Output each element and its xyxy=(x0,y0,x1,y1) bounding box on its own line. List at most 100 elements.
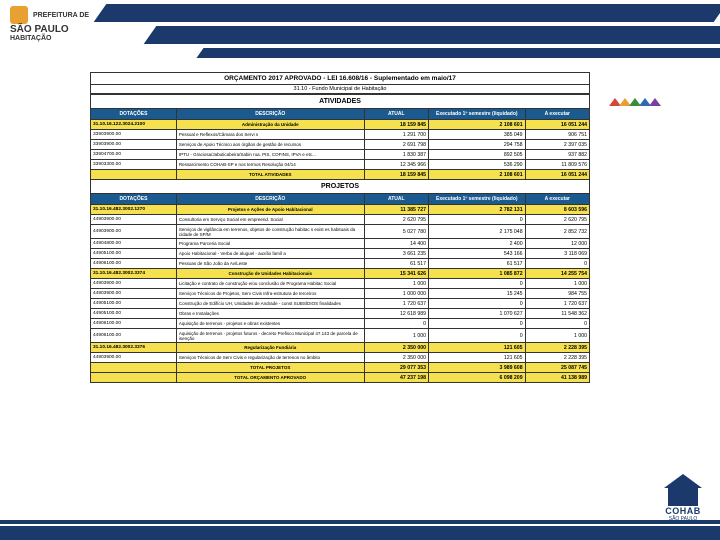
col-descricao2: DESCRIÇÃO xyxy=(176,194,364,205)
row-exec: 61 517 xyxy=(429,259,526,269)
table-row: 44905100.00Construção de Edifício UH, Un… xyxy=(91,299,590,309)
g2-aexe: 14 255 754 xyxy=(525,269,589,279)
row-desc: Pessoas de São João da Av/Leste xyxy=(176,259,364,269)
table-row: 33903900.00Pessoal e Reflexos/Câmara dos… xyxy=(91,130,590,140)
row-desc: Serviços de Apoio Técnico aos órgãos de … xyxy=(176,140,364,150)
row-desc: Serviços de vigilância em terrenos, obje… xyxy=(176,225,364,239)
table-row: 44903900.00Consultoria em Serviço Social… xyxy=(91,215,590,225)
row-aexe: 2 620 795 xyxy=(525,215,589,225)
row-desc: Aquisição de terrenos - projetos e obras… xyxy=(176,319,364,329)
g2-desc: Construção de Unidades Habitacionais xyxy=(176,269,364,279)
row-atual: 1 000 000 xyxy=(364,289,428,299)
row-code: 33903900.00 xyxy=(91,140,177,150)
row-exec: 0 xyxy=(429,299,526,309)
cohab-logo: COHAB SÃO PAULO xyxy=(664,474,702,522)
col-dotacoes2: DOTAÇÕES xyxy=(91,194,177,205)
row-aexe: 906 751 xyxy=(525,130,589,140)
g2-atual: 15 341 626 xyxy=(364,269,428,279)
row-desc: Obras e Instalações xyxy=(176,309,364,319)
pref-line2: SÃO PAULO xyxy=(10,24,69,35)
row-desc: Apoio Habitacional - Verba de aluguel - … xyxy=(176,249,364,259)
table-row: 44906100.00Aquisição de terrenos - proje… xyxy=(91,329,590,343)
row-atual: 12 618 989 xyxy=(364,309,428,319)
col-executado2: Executado 1º semestre (liquidado) xyxy=(429,194,526,205)
row-exec: 121 605 xyxy=(429,353,526,363)
g3-aexe: 2 228 395 xyxy=(525,343,589,353)
row-aexe: 0 xyxy=(525,259,589,269)
row-code: 44903900.00 xyxy=(91,215,177,225)
g1-exec: 2 782 131 xyxy=(429,205,526,215)
row-exec: 0 xyxy=(429,329,526,343)
budget-table: ATIVIDADES DOTAÇÕES DESCRIÇÃO ATUAL Exec… xyxy=(90,94,590,383)
row-code: 44903900.00 xyxy=(91,353,177,363)
g3-desc: Regularização Fundiária xyxy=(176,343,364,353)
ativ-total-label: TOTAL ATIVIDADES xyxy=(176,170,364,180)
proj-total-atual: 29 077 353 xyxy=(364,363,428,373)
row-atual: 1 830 387 xyxy=(364,150,428,160)
row-atual: 1 000 xyxy=(364,279,428,289)
table-row: 44903900.00Serviços de vigilância em ter… xyxy=(91,225,590,239)
row-code: 44903900.00 xyxy=(91,225,177,239)
pref-line1: PREFEITURA DE xyxy=(33,12,89,19)
prefeitura-logo: PREFEITURA DE SÃO PAULO HABITAÇÃO xyxy=(10,6,89,43)
grand-exec: 6 098 209 xyxy=(429,373,526,383)
row-code: 44906100.00 xyxy=(91,319,177,329)
page-title: ORÇAMENTO 2017 APROVADO - LEI 16.608/16 … xyxy=(90,72,590,85)
col-aexecutar: A executar xyxy=(525,109,589,120)
proj-total-exec: 3 989 608 xyxy=(429,363,526,373)
crest-icon xyxy=(10,6,28,24)
footer-stripe xyxy=(0,526,720,540)
table-row: 44905100.00Obras e Instalações12 618 989… xyxy=(91,309,590,319)
g1-code: 31.10.16.482.3002.1270 xyxy=(91,205,177,215)
row-exec: 543 166 xyxy=(429,249,526,259)
row-atual: 12 345 966 xyxy=(364,160,428,170)
section-projetos: PROJETOS xyxy=(91,180,590,194)
row-atual: 14 400 xyxy=(364,239,428,249)
row-code: 33903300.00 xyxy=(91,160,177,170)
row-aexe: 11 548 362 xyxy=(525,309,589,319)
row-desc: Programa Parceria Social xyxy=(176,239,364,249)
table-row: 44903900.00Serviços Técnicos de Serv Civ… xyxy=(91,353,590,363)
row-aexe: 2 228 395 xyxy=(525,353,589,363)
ativ-head-desc: Administração da Unidade xyxy=(176,120,364,130)
g1-desc: Projetos e Ações de Apoio Habitacional xyxy=(176,205,364,215)
row-desc: Consultoria em Serviço Social em empreen… xyxy=(176,215,364,225)
row-atual: 2 691 798 xyxy=(364,140,428,150)
row-aexe: 984 755 xyxy=(525,289,589,299)
section-atividades: ATIVIDADES xyxy=(91,95,590,109)
row-code: 44905100.00 xyxy=(91,309,177,319)
row-atual: 0 xyxy=(364,319,428,329)
ativ-head-aexe: 16 051 244 xyxy=(525,120,589,130)
row-atual: 1 000 xyxy=(364,329,428,343)
page-subtitle: 31.10 - Fundo Municipal de Habitação xyxy=(90,85,590,94)
grand-label: TOTAL ORÇAMENTO APROVADO xyxy=(176,373,364,383)
table-row: 33904700.00IPTU - Graciosa/Jabuticabeira… xyxy=(91,150,590,160)
ativ-head-exec: 2 108 601 xyxy=(429,120,526,130)
row-atual: 61 517 xyxy=(364,259,428,269)
table-row: 44904800.00Programa Parceria Social14 40… xyxy=(91,239,590,249)
col-aexecutar2: A executar xyxy=(525,194,589,205)
table-row: 44903900.00Serviços Técnicos de Projetos… xyxy=(91,289,590,299)
row-desc: Construção de Edifício UH, Unidades de A… xyxy=(176,299,364,309)
row-desc: Aquisição de terrenos - projetos futuros… xyxy=(176,329,364,343)
table-row: 33903900.00Serviços de Apoio Técnico aos… xyxy=(91,140,590,150)
ativ-total-atual: 18 159 845 xyxy=(364,170,428,180)
row-code: 44903900.00 xyxy=(91,279,177,289)
g3-exec: 121 605 xyxy=(429,343,526,353)
row-exec: 385 049 xyxy=(429,130,526,140)
row-code: 33903900.00 xyxy=(91,130,177,140)
g2-exec: 1 085 872 xyxy=(429,269,526,279)
row-atual: 5 027 780 xyxy=(364,225,428,239)
row-desc: Pessoal e Reflexos/Câmara dos Servi s xyxy=(176,130,364,140)
row-code: 44905100.00 xyxy=(91,299,177,309)
col-atual2: ATUAL xyxy=(364,194,428,205)
row-desc: IPTU - Graciosa/Jabuticabeira/Sabin rua.… xyxy=(176,150,364,160)
ativ-total-exec: 2 108 601 xyxy=(429,170,526,180)
table-row: 44905100.00Apoio Habitacional - Verba de… xyxy=(91,249,590,259)
ativ-head-code: 31.10.16.122.3024.2100 xyxy=(91,120,177,130)
row-atual: 1 720 637 xyxy=(364,299,428,309)
row-aexe: 0 xyxy=(525,319,589,329)
row-code: 44904800.00 xyxy=(91,239,177,249)
col-executado: Executado 1º semestre (liquidado) xyxy=(429,109,526,120)
g1-aexe: 8 603 596 xyxy=(525,205,589,215)
